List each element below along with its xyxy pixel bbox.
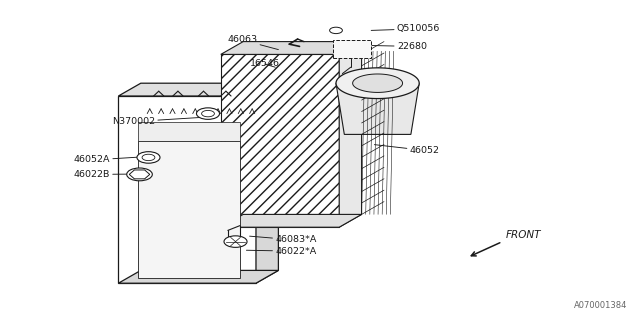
Polygon shape xyxy=(118,83,278,96)
Text: A070001384: A070001384 xyxy=(574,301,627,310)
Text: 46063: 46063 xyxy=(227,36,278,50)
Circle shape xyxy=(142,154,155,161)
Text: N370002: N370002 xyxy=(112,117,211,126)
Polygon shape xyxy=(333,40,371,58)
Polygon shape xyxy=(256,83,278,283)
Polygon shape xyxy=(336,68,419,99)
Circle shape xyxy=(137,152,160,163)
Circle shape xyxy=(202,110,214,117)
Circle shape xyxy=(224,236,247,247)
Polygon shape xyxy=(138,141,240,278)
Circle shape xyxy=(196,108,220,119)
Polygon shape xyxy=(138,122,240,141)
Circle shape xyxy=(330,27,342,34)
Text: 46083*A: 46083*A xyxy=(250,236,317,244)
Text: FRONT: FRONT xyxy=(506,230,541,240)
Text: 46022*A: 46022*A xyxy=(246,247,316,256)
Polygon shape xyxy=(221,54,339,227)
Polygon shape xyxy=(339,42,362,227)
Text: 46052A: 46052A xyxy=(74,156,144,164)
Polygon shape xyxy=(129,170,150,179)
Text: 22680: 22680 xyxy=(368,42,427,51)
Polygon shape xyxy=(336,83,419,134)
Polygon shape xyxy=(221,42,362,54)
Polygon shape xyxy=(118,96,256,283)
Text: Q510056: Q510056 xyxy=(371,24,440,33)
Circle shape xyxy=(127,168,152,181)
Text: 46052: 46052 xyxy=(374,145,440,155)
Polygon shape xyxy=(118,270,278,283)
Polygon shape xyxy=(221,214,362,227)
Text: 46022B: 46022B xyxy=(74,170,134,179)
Polygon shape xyxy=(353,74,403,92)
Text: 16546: 16546 xyxy=(250,60,280,68)
